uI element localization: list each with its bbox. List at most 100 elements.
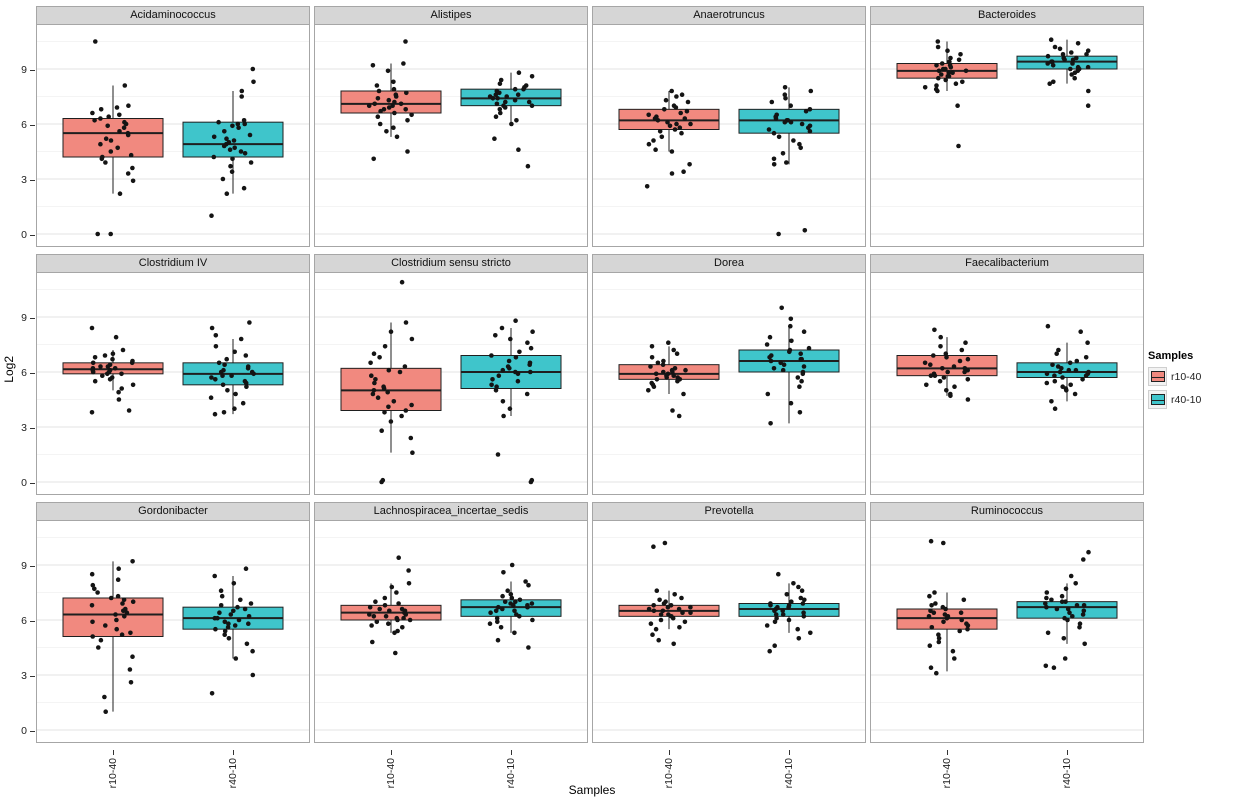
boxplot-canvas	[37, 537, 309, 731]
y-tick-mark	[30, 318, 35, 319]
box-r10-40	[618, 88, 720, 189]
box-r40-10	[460, 70, 562, 169]
y-tick-label: 6	[21, 367, 27, 379]
legend-key-r10-40	[1148, 367, 1167, 386]
y-tick-label: 3	[21, 670, 27, 682]
y-tick-mark	[30, 483, 35, 484]
box-r10-40	[896, 327, 998, 402]
box-r40-10	[182, 66, 284, 218]
panel-body	[592, 25, 866, 247]
legend-key-r40-10	[1148, 390, 1167, 409]
facet-panel: Gordonibacter	[36, 502, 310, 743]
y-tick-label: 9	[21, 64, 27, 76]
facet-panel: Anaerotruncus	[592, 6, 866, 247]
boxplot-key-icon	[1150, 371, 1165, 382]
x-tick-mark	[947, 750, 948, 755]
facet-title: Dorea	[592, 254, 866, 273]
boxplot-canvas	[593, 41, 865, 237]
panel-body	[314, 25, 588, 247]
facet-panel: Acidaminococcus	[36, 6, 310, 247]
panel-body	[870, 521, 1144, 743]
box-r10-40	[618, 340, 720, 419]
legend-item-r10-40: r10-40	[1148, 367, 1236, 386]
facet-panel: Dorea	[592, 254, 866, 495]
x-axis-label: Samples	[568, 783, 616, 797]
y-tick-mark	[30, 125, 35, 126]
box-r40-10	[460, 318, 562, 485]
box-r10-40	[62, 559, 164, 714]
box-r10-40	[340, 279, 442, 485]
facet-title: Clostridium sensu stricto	[314, 254, 588, 273]
box-r40-10	[1016, 323, 1118, 411]
boxplot-canvas	[593, 289, 865, 483]
panel-body	[314, 273, 588, 495]
x-tick-mark	[669, 750, 670, 755]
facet-title: Ruminococcus	[870, 502, 1144, 521]
box-r40-10	[182, 566, 284, 696]
boxplot-canvas	[315, 39, 587, 235]
x-tick-mark	[233, 750, 234, 755]
facet-panel: Faecalibacterium	[870, 254, 1144, 495]
boxplot-canvas	[37, 289, 309, 483]
y-axis-ticks: 0 3 6 9	[0, 502, 36, 743]
panel-body	[870, 273, 1144, 495]
boxplot-canvas	[593, 537, 865, 731]
box-r10-40	[896, 538, 998, 676]
x-axis-ticks: r10-40 r40-10	[314, 750, 588, 790]
panel-body	[36, 273, 310, 495]
panel-body	[36, 25, 310, 247]
box-r10-40	[340, 555, 442, 656]
y-tick-mark	[30, 428, 35, 429]
legend-title: Samples	[1148, 350, 1194, 362]
box-r40-10	[1016, 549, 1118, 670]
facet-title: Gordonibacter	[36, 502, 310, 521]
y-tick-label: 6	[21, 119, 27, 131]
facet-panel: Clostridium IV	[36, 254, 310, 495]
x-axis-ticks: r10-40 r40-10	[870, 750, 1144, 790]
y-tick-label: 6	[21, 615, 27, 627]
box-r40-10	[738, 85, 840, 237]
y-tick-label: 0	[21, 229, 27, 241]
box-r10-40	[62, 325, 164, 415]
facet-panel: Prevotella	[592, 502, 866, 743]
facet-title: Faecalibacterium	[870, 254, 1144, 273]
boxplot-canvas	[315, 279, 587, 485]
boxplot-canvas	[315, 537, 587, 731]
y-tick-mark	[30, 70, 35, 71]
y-tick-mark	[30, 676, 35, 677]
x-tick-mark	[391, 750, 392, 755]
y-tick-label: 9	[21, 312, 27, 324]
y-tick-mark	[30, 235, 35, 236]
facet-title: Lachnospiracea_incertae_sedis	[314, 502, 588, 521]
y-tick-mark	[30, 180, 35, 181]
x-tick-mark	[1067, 750, 1068, 755]
box-r40-10	[738, 305, 840, 426]
box-r10-40	[62, 39, 164, 237]
y-tick-label: 3	[21, 174, 27, 186]
y-tick-label: 9	[21, 560, 27, 572]
x-axis-ticks: r10-40 r40-10	[36, 750, 310, 790]
y-tick-mark	[30, 373, 35, 374]
boxplot-canvas	[871, 289, 1143, 483]
facet-panel: Bacteroides	[870, 6, 1144, 247]
y-axis-ticks: 0 3 6 9	[0, 6, 36, 247]
boxplot-key-icon	[1150, 394, 1165, 405]
facet-panel: Alistipes	[314, 6, 588, 247]
y-tick-label: 0	[21, 477, 27, 489]
y-tick-mark	[30, 566, 35, 567]
box-r10-40	[340, 39, 442, 162]
y-axis-ticks: 0 3 6 9	[0, 254, 36, 495]
panel-body	[314, 521, 588, 743]
facet-title: Alistipes	[314, 6, 588, 25]
legend-item-r40-10: r40-10	[1148, 390, 1236, 409]
legend-item-label: r40-10	[1171, 393, 1202, 406]
x-tick-mark	[113, 750, 114, 755]
box-r40-10	[738, 571, 840, 654]
y-tick-label: 3	[21, 422, 27, 434]
panel-body	[592, 273, 866, 495]
panel-grid: 0 3 6 9 Acidaminococcus Alistipes Anaerotruncu…	[0, 6, 1148, 790]
box-r10-40	[618, 540, 720, 647]
panel-body	[870, 25, 1144, 247]
box-r10-40	[896, 39, 998, 149]
